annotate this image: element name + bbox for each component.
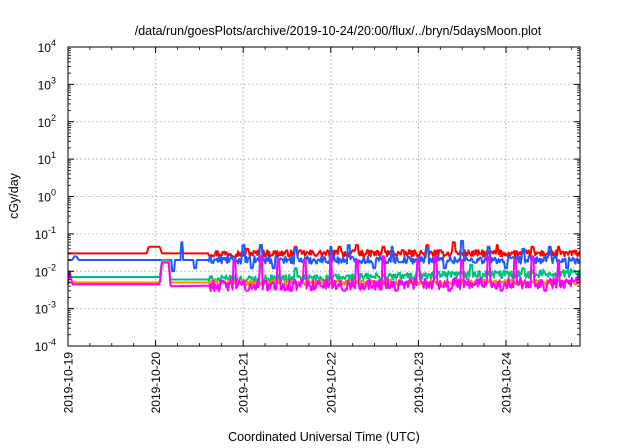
x-tick-label: 2019-10-22 [324, 352, 338, 414]
series-line [67, 239, 581, 273]
x-tick-labels: 2019-10-19 2019-10-20 2019-10-21 2019-10-22… [62, 352, 514, 414]
y-tick-label: 102 [38, 113, 56, 130]
y-tick-label: 101 [38, 150, 56, 167]
y-tick-label: 100 [38, 188, 56, 205]
x-tick-label: 2019-10-20 [149, 352, 163, 414]
y-tick-label: 10-1 [35, 225, 56, 242]
grid [68, 47, 580, 346]
series-line [67, 255, 581, 293]
axes [67, 46, 581, 347]
y-tick-label: 103 [38, 75, 56, 92]
y-axis-label: cGy/day [7, 172, 21, 219]
y-tick-label: 10-3 [35, 300, 56, 317]
x-axis-label: Coordinated Universal Time (UTC) [228, 430, 420, 444]
series-line [67, 241, 581, 258]
y-tick-label: 104 [38, 38, 56, 55]
series-layer [67, 239, 581, 293]
plot-frame [67, 46, 581, 347]
y-tick-labels: 10-4 10-3 10-2 10-1 100 101 102 103 104 [35, 38, 56, 354]
chart-title: /data/run/goesPlots/archive/2019-10-24/2… [135, 24, 542, 38]
x-tick-label: 2019-10-23 [412, 352, 426, 414]
x-tick-label: 2019-10-24 [500, 352, 514, 414]
x-tick-label: 2019-10-21 [237, 352, 251, 414]
y-tick-label: 10-4 [35, 337, 56, 354]
y-tick-label: 10-2 [35, 262, 56, 279]
x-tick-label: 2019-10-19 [62, 352, 76, 414]
